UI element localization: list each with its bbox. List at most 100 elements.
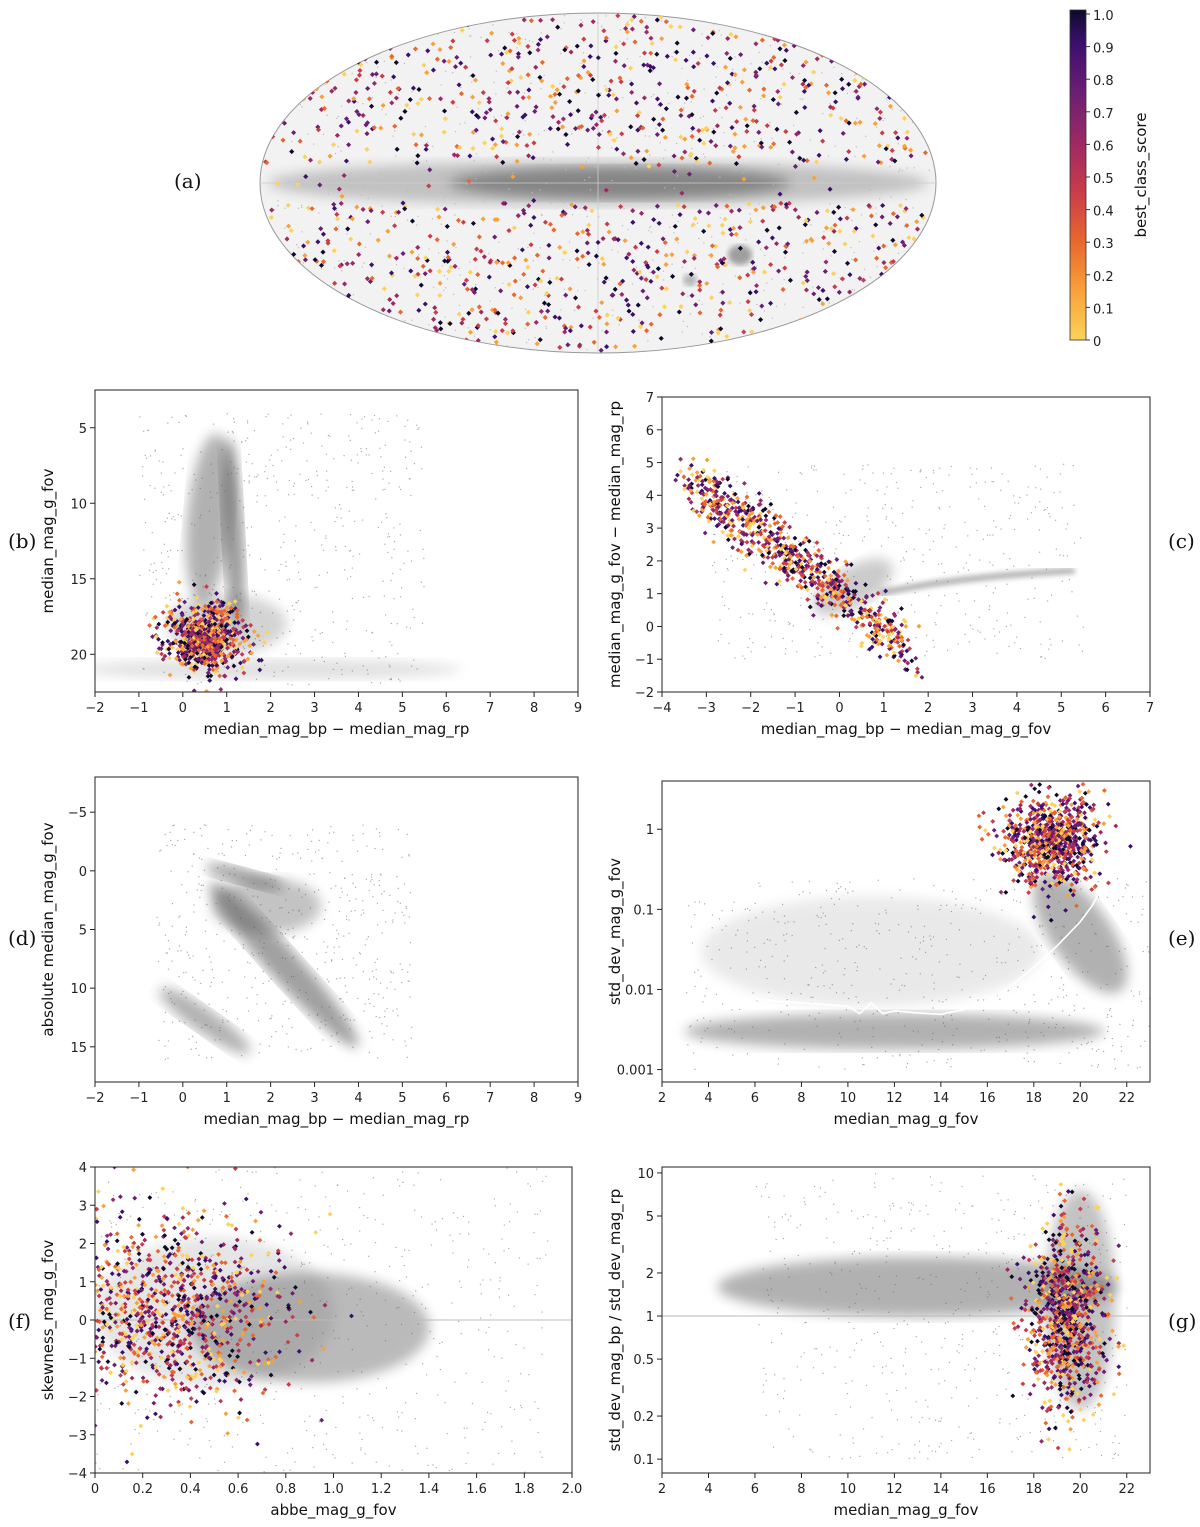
sky-candidate-point (264, 40, 269, 45)
background-dot (923, 561, 924, 562)
y-tick-label: −2 (635, 686, 654, 701)
background-dot (179, 1021, 180, 1022)
background-dot (298, 572, 299, 573)
background-dot (189, 1038, 190, 1039)
background-dot (314, 891, 315, 892)
sky-background-dot (298, 208, 299, 209)
background-dot (1016, 637, 1017, 638)
sky-background-dot (302, 231, 303, 232)
background-dot (381, 1023, 382, 1024)
sky-candidate-point (806, 14, 811, 19)
background-dot (386, 517, 387, 518)
background-dot (172, 961, 173, 962)
background-dot (992, 565, 993, 566)
background-dot (346, 487, 347, 488)
background-dot (352, 1047, 353, 1048)
sky-background-dot (532, 192, 533, 193)
background-dot (789, 623, 790, 624)
background-dot (388, 533, 389, 534)
background-dot (786, 489, 787, 490)
sky-candidate-point (354, 14, 359, 19)
sky-background-dot (918, 99, 919, 100)
background-dot (167, 518, 168, 519)
background-dot (201, 835, 202, 836)
sky-candidate-point (299, 36, 304, 41)
sky-candidate-point (734, 17, 739, 22)
sky-background-dot (720, 345, 721, 346)
background-dot (203, 885, 204, 886)
sky-candidate-point (474, 15, 479, 20)
sky-candidate-point (434, 333, 439, 338)
candidate-point (878, 654, 883, 659)
background-dot (941, 563, 942, 564)
sky-background-dot (691, 101, 692, 102)
background-dot (155, 570, 156, 571)
background-dot (411, 1027, 412, 1028)
background-dot (342, 1001, 343, 1002)
background-dot (789, 624, 790, 625)
background-dot (718, 640, 719, 641)
sky-background-dot (404, 63, 405, 64)
background-dot (1048, 649, 1049, 650)
background-dot (391, 580, 392, 581)
background-dot (1010, 515, 1011, 516)
sky-background-dot (875, 51, 876, 52)
candidate-point (826, 566, 831, 571)
background-dot (964, 522, 965, 523)
sky-background-dot (648, 230, 649, 231)
sky-background-dot (876, 316, 877, 317)
background-dot (713, 534, 714, 535)
background-dot (933, 646, 934, 647)
background-dot (944, 595, 945, 596)
candidate-point (841, 613, 846, 618)
background-dot (254, 476, 255, 477)
x-tick-label: 1 (223, 701, 231, 716)
sky-background-dot (888, 274, 889, 275)
background-dot (347, 578, 348, 579)
candidate-point (798, 578, 803, 583)
candidate-point (761, 560, 766, 565)
background-dot (836, 525, 837, 526)
background-dot (216, 934, 217, 935)
sky-candidate-point (310, 59, 315, 64)
sky-background-dot (602, 199, 603, 200)
sky-candidate-point (309, 35, 314, 40)
sky-background-dot (719, 292, 720, 293)
background-dot (353, 958, 354, 959)
sky-background-dot (287, 266, 288, 267)
background-dot (1008, 481, 1009, 482)
sky-background-dot (488, 253, 489, 254)
sky-background-dot (627, 58, 628, 59)
background-dot (380, 456, 381, 457)
sky-candidate-point (392, 335, 397, 340)
sky-background-dot (320, 303, 321, 304)
background-dot (418, 427, 419, 428)
background-dot (783, 638, 784, 639)
sky-background-dot (561, 28, 562, 29)
background-dot (177, 550, 178, 551)
sky-background-dot (745, 239, 746, 240)
background-dot (145, 614, 146, 615)
sky-candidate-point (360, 321, 365, 326)
sky-background-dot (317, 32, 318, 33)
sky-candidate-point (897, 267, 902, 272)
sky-background-dot (912, 122, 913, 123)
background-dot (404, 563, 405, 564)
x-tick-label: −4 (652, 701, 671, 716)
candidate-point (745, 495, 750, 500)
background-dot (1046, 569, 1047, 570)
sky-candidate-point (282, 28, 287, 33)
background-dot (391, 678, 392, 679)
sky-background-dot (321, 268, 322, 269)
sky-background-dot (907, 168, 908, 169)
background-dot (165, 1012, 166, 1013)
background-dot (307, 939, 308, 940)
background-dot (350, 440, 351, 441)
x-tick-label: 3 (968, 701, 976, 716)
sky-background-dot (703, 89, 704, 90)
background-dot (423, 558, 424, 559)
sky-background-dot (495, 94, 496, 95)
sky-background-dot (563, 135, 564, 136)
sky-background-dot (926, 349, 927, 350)
candidate-point (177, 580, 182, 585)
